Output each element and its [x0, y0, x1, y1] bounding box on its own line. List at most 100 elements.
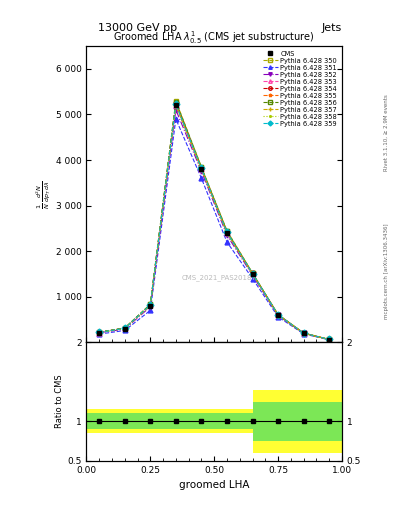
Pythia 6.428 357 [148, 302, 152, 308]
Line: Pythia 6.428 350: Pythia 6.428 350 [97, 98, 332, 342]
Pythia 6.428 353 [174, 102, 178, 109]
Pythia 6.428 356 [301, 330, 306, 336]
Line: Pythia 6.428 354: Pythia 6.428 354 [97, 101, 332, 342]
Pythia 6.428 355 [123, 325, 127, 331]
Text: CMS_2021_PAS20187: CMS_2021_PAS20187 [182, 274, 257, 281]
X-axis label: groomed LHA: groomed LHA [179, 480, 250, 490]
Pythia 6.428 357 [225, 229, 230, 236]
Pythia 6.428 351 [97, 331, 101, 337]
Pythia 6.428 358 [250, 271, 255, 277]
CMS [225, 230, 230, 236]
Pythia 6.428 358 [301, 330, 306, 336]
Pythia 6.428 358 [123, 326, 127, 332]
Pythia 6.428 351 [174, 116, 178, 122]
Pythia 6.428 353 [123, 325, 127, 331]
Pythia 6.428 357 [174, 102, 178, 108]
CMS [174, 102, 178, 109]
Pythia 6.428 350 [174, 98, 178, 104]
Pythia 6.428 356 [148, 301, 152, 307]
Pythia 6.428 356 [327, 336, 332, 343]
Pythia 6.428 352 [327, 336, 332, 343]
Pythia 6.428 357 [276, 312, 281, 318]
Pythia 6.428 355 [97, 329, 101, 335]
Pythia 6.428 351 [123, 327, 127, 333]
Pythia 6.428 354 [148, 302, 152, 308]
Pythia 6.428 359 [97, 329, 101, 335]
Pythia 6.428 352 [123, 326, 127, 332]
Pythia 6.428 353 [97, 329, 101, 335]
Pythia 6.428 354 [301, 330, 306, 336]
Pythia 6.428 356 [97, 329, 101, 335]
Pythia 6.428 352 [276, 312, 281, 318]
Y-axis label: Ratio to CMS: Ratio to CMS [55, 375, 64, 429]
Text: mcplots.cern.ch [arXiv:1306.3436]: mcplots.cern.ch [arXiv:1306.3436] [384, 224, 389, 319]
Pythia 6.428 352 [148, 304, 152, 310]
Pythia 6.428 359 [250, 270, 255, 276]
Pythia 6.428 356 [174, 99, 178, 105]
CMS [301, 330, 306, 336]
Pythia 6.428 358 [97, 330, 101, 336]
Pythia 6.428 350 [97, 329, 101, 335]
Line: Pythia 6.428 355: Pythia 6.428 355 [97, 102, 332, 342]
Line: Pythia 6.428 357: Pythia 6.428 357 [97, 102, 332, 342]
Pythia 6.428 352 [174, 107, 178, 113]
Pythia 6.428 353 [199, 166, 204, 172]
Pythia 6.428 359 [327, 336, 332, 343]
Line: Pythia 6.428 353: Pythia 6.428 353 [97, 103, 332, 342]
Pythia 6.428 357 [97, 329, 101, 335]
Line: Pythia 6.428 351: Pythia 6.428 351 [97, 117, 332, 342]
Pythia 6.428 359 [276, 312, 281, 318]
Pythia 6.428 351 [327, 337, 332, 343]
Pythia 6.428 357 [301, 330, 306, 336]
Pythia 6.428 350 [327, 336, 332, 343]
Pythia 6.428 351 [250, 275, 255, 282]
Pythia 6.428 354 [225, 229, 230, 235]
Pythia 6.428 350 [250, 270, 255, 276]
Pythia 6.428 356 [199, 164, 204, 170]
Pythia 6.428 355 [327, 336, 332, 343]
Pythia 6.428 350 [225, 227, 230, 233]
Pythia 6.428 353 [250, 271, 255, 277]
CMS [327, 336, 332, 343]
Pythia 6.428 357 [123, 325, 127, 331]
Text: 13000 GeV pp: 13000 GeV pp [98, 23, 177, 33]
Pythia 6.428 352 [250, 272, 255, 279]
Pythia 6.428 359 [225, 229, 230, 236]
Pythia 6.428 358 [327, 336, 332, 343]
Pythia 6.428 350 [276, 311, 281, 317]
Pythia 6.428 355 [174, 101, 178, 108]
Legend: CMS, Pythia 6.428 350, Pythia 6.428 351, Pythia 6.428 352, Pythia 6.428 353, Pyt: CMS, Pythia 6.428 350, Pythia 6.428 351,… [261, 48, 340, 130]
Line: CMS: CMS [97, 103, 332, 342]
Pythia 6.428 353 [327, 336, 332, 343]
Pythia 6.428 357 [327, 336, 332, 343]
Pythia 6.428 350 [123, 325, 127, 331]
Pythia 6.428 356 [123, 325, 127, 331]
Line: Pythia 6.428 356: Pythia 6.428 356 [97, 99, 332, 342]
Pythia 6.428 355 [225, 229, 230, 236]
Pythia 6.428 354 [97, 329, 101, 335]
Pythia 6.428 351 [225, 239, 230, 245]
Pythia 6.428 350 [148, 302, 152, 308]
Pythia 6.428 355 [250, 271, 255, 277]
Pythia 6.428 351 [148, 307, 152, 313]
Pythia 6.428 350 [301, 330, 306, 336]
CMS [123, 326, 127, 332]
Pythia 6.428 359 [174, 101, 178, 107]
Pythia 6.428 358 [199, 166, 204, 173]
Line: Pythia 6.428 352: Pythia 6.428 352 [97, 108, 332, 342]
CMS [199, 166, 204, 172]
Pythia 6.428 352 [301, 330, 306, 336]
Pythia 6.428 354 [250, 270, 255, 276]
Pythia 6.428 359 [148, 302, 152, 308]
Text: Rivet 3.1.10, ≥ 2.9M events: Rivet 3.1.10, ≥ 2.9M events [384, 95, 389, 172]
Pythia 6.428 357 [199, 166, 204, 172]
Pythia 6.428 355 [301, 330, 306, 336]
Pythia 6.428 353 [225, 230, 230, 236]
Pythia 6.428 351 [301, 331, 306, 337]
Pythia 6.428 353 [276, 312, 281, 318]
Pythia 6.428 356 [225, 228, 230, 234]
Pythia 6.428 355 [199, 165, 204, 172]
Pythia 6.428 358 [276, 312, 281, 318]
Pythia 6.428 358 [148, 303, 152, 309]
Pythia 6.428 356 [250, 270, 255, 276]
